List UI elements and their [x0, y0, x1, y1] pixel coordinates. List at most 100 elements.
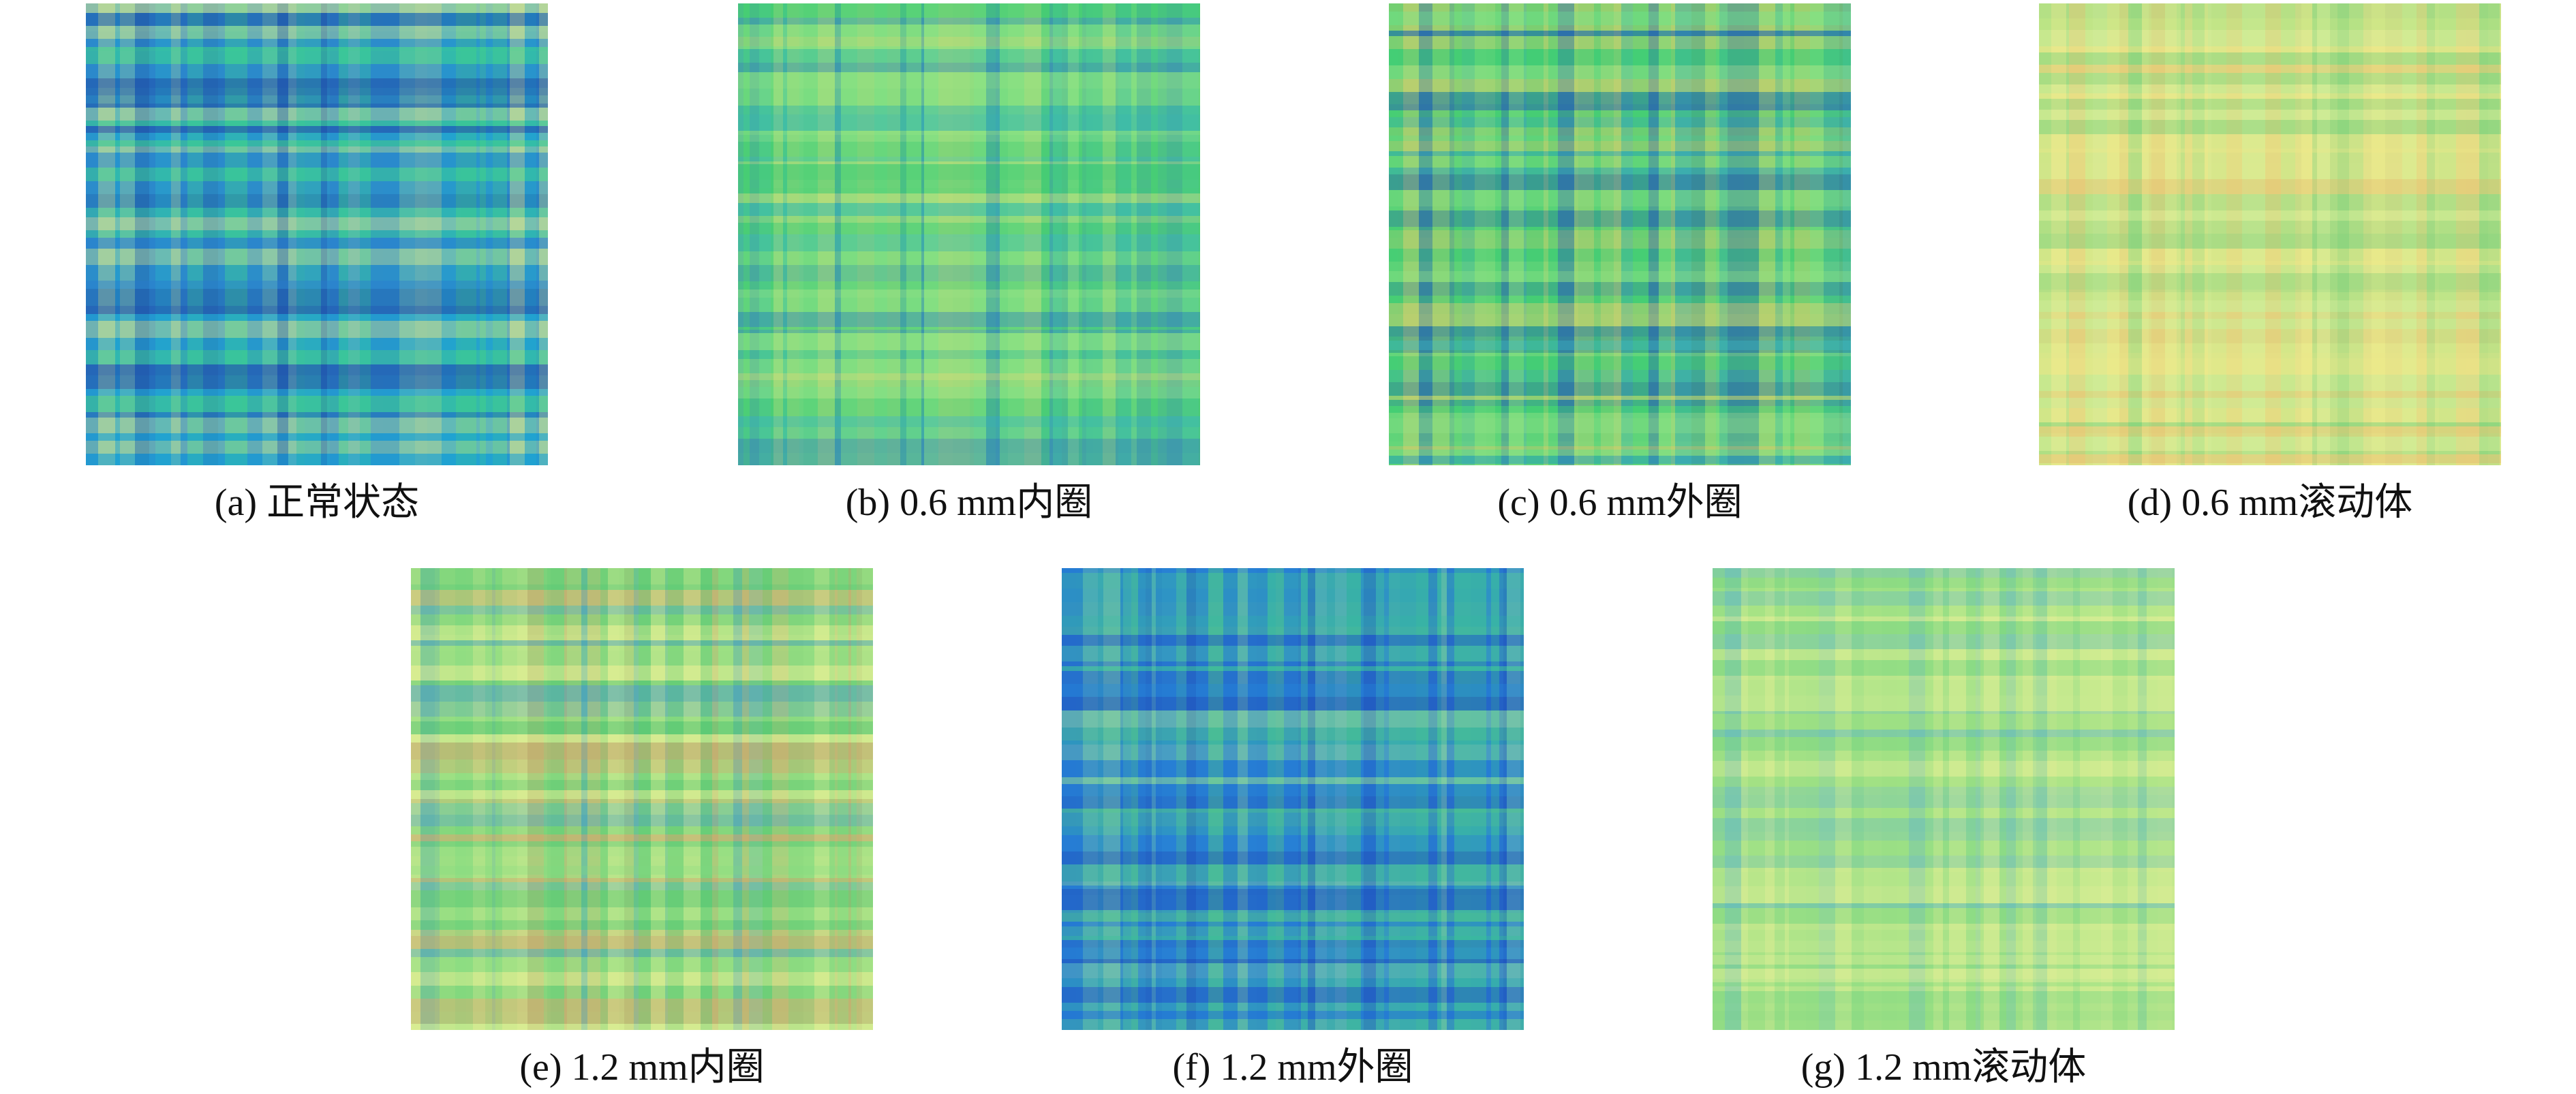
stripe	[2439, 3, 2456, 465]
stripe	[86, 441, 548, 454]
stripe	[86, 78, 548, 88]
stripe	[1389, 271, 1851, 282]
stripe	[1083, 568, 1098, 1030]
stripe	[1186, 568, 1196, 1030]
stripe	[2039, 398, 2501, 408]
stripe	[2138, 568, 2147, 1030]
stripe	[2039, 261, 2501, 265]
stripe	[1852, 568, 1864, 1030]
caption: (c) 0.6 mm外圈	[1497, 482, 1742, 524]
stripe	[1068, 3, 1079, 465]
stripe	[738, 223, 1200, 234]
stripe	[86, 314, 548, 321]
stripe	[411, 866, 873, 875]
stripe	[525, 3, 536, 465]
stripe	[2039, 319, 2501, 329]
stripe	[1389, 151, 1851, 156]
stripe	[921, 3, 924, 465]
stripe	[1062, 568, 1524, 573]
stripe	[1389, 174, 1851, 190]
stripe	[330, 3, 339, 465]
stripe	[411, 860, 873, 866]
stripe	[348, 3, 360, 465]
stripe	[2226, 3, 2242, 465]
stripe	[149, 3, 155, 465]
stripe	[799, 3, 803, 465]
stripe	[1208, 568, 1223, 1030]
stripe	[953, 3, 970, 465]
stripe	[544, 568, 547, 1030]
stripe	[411, 815, 873, 826]
stripe	[2330, 3, 2337, 465]
stripe	[1499, 568, 1503, 1030]
stripe	[1475, 3, 1486, 465]
stripe	[1268, 568, 1276, 1030]
stripe	[2479, 3, 2488, 465]
stripe	[2006, 568, 2016, 1030]
stripe	[517, 568, 527, 1030]
stripe	[1389, 168, 1851, 174]
stripe	[1578, 3, 1594, 465]
stripe	[1574, 3, 1578, 465]
stripe	[1138, 568, 1146, 1030]
stripe	[738, 427, 1200, 439]
stripe	[738, 298, 1200, 312]
stripe	[738, 114, 1200, 131]
stripe	[86, 306, 548, 314]
stripe	[411, 999, 873, 1012]
stripe	[2039, 52, 2501, 65]
stripe	[738, 281, 1200, 290]
stripe	[900, 3, 906, 465]
stripe	[1389, 370, 1851, 382]
stripe	[1713, 621, 2175, 634]
stripe	[120, 3, 135, 465]
stripe	[1389, 249, 1851, 262]
stripe	[547, 568, 551, 1030]
stripe	[2057, 568, 2073, 1030]
stripe	[738, 37, 1200, 46]
stripe	[1403, 3, 1419, 465]
stripe	[2066, 3, 2069, 465]
stripe	[399, 3, 415, 465]
stripe	[1824, 3, 1839, 465]
image-background	[1713, 568, 2175, 1030]
stripe	[2265, 3, 2281, 465]
stripe	[2107, 3, 2119, 465]
stripe	[456, 3, 461, 465]
stripe	[1162, 568, 1176, 1030]
stripe	[1389, 110, 1851, 117]
stripe	[86, 95, 548, 104]
stripe	[742, 568, 749, 1030]
stripe	[1389, 337, 1851, 341]
stripe	[2069, 3, 2085, 465]
stripe	[2147, 568, 2158, 1030]
stripe	[1103, 3, 1116, 465]
stripe	[1882, 568, 1897, 1030]
stripe	[1389, 117, 1851, 127]
stripe	[1713, 696, 2175, 711]
stripe	[86, 13, 548, 26]
stripe	[1062, 3, 1068, 465]
stripe	[86, 39, 548, 47]
stripe	[1389, 382, 1851, 396]
texture-image	[2039, 3, 2501, 465]
stripe	[2039, 463, 2501, 465]
stripe	[411, 856, 873, 860]
stripe	[829, 568, 835, 1030]
stripe	[2488, 3, 2500, 465]
stripe	[1062, 635, 1524, 646]
stripe	[427, 3, 442, 465]
stripe	[600, 568, 608, 1030]
stripe	[1416, 568, 1428, 1030]
stripe	[1131, 3, 1137, 465]
stripe	[411, 790, 873, 799]
stripe	[738, 203, 1200, 216]
stripe	[1301, 568, 1308, 1030]
stripe	[1765, 568, 1775, 1030]
stripe	[411, 760, 873, 773]
stripe	[1389, 350, 1851, 353]
caption: (b) 0.6 mm内圈	[846, 482, 1092, 524]
stripe	[411, 773, 873, 780]
stripe	[551, 568, 564, 1030]
stripe	[1790, 3, 1794, 465]
